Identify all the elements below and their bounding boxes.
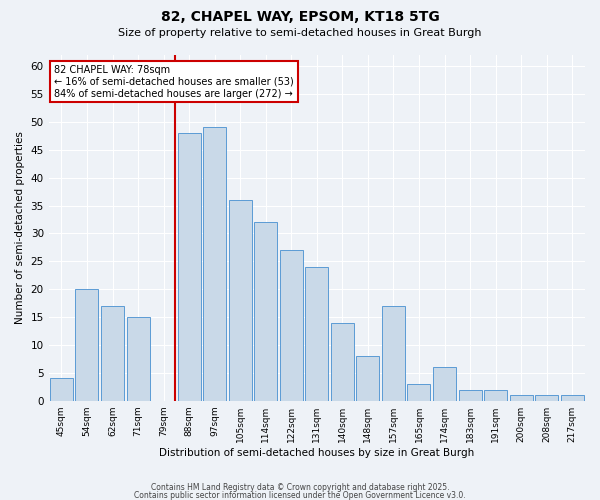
- Bar: [127, 317, 149, 400]
- Bar: [50, 378, 73, 400]
- Bar: [254, 222, 277, 400]
- Bar: [356, 356, 379, 401]
- Y-axis label: Number of semi-detached properties: Number of semi-detached properties: [15, 132, 25, 324]
- Text: Size of property relative to semi-detached houses in Great Burgh: Size of property relative to semi-detach…: [118, 28, 482, 38]
- Bar: [433, 368, 456, 400]
- Bar: [76, 289, 98, 401]
- Text: 82 CHAPEL WAY: 78sqm
← 16% of semi-detached houses are smaller (53)
84% of semi-: 82 CHAPEL WAY: 78sqm ← 16% of semi-detac…: [54, 66, 294, 98]
- Text: 82, CHAPEL WAY, EPSOM, KT18 5TG: 82, CHAPEL WAY, EPSOM, KT18 5TG: [161, 10, 439, 24]
- Text: Contains public sector information licensed under the Open Government Licence v3: Contains public sector information licen…: [134, 490, 466, 500]
- Bar: [484, 390, 507, 400]
- Bar: [382, 306, 405, 400]
- Bar: [458, 390, 482, 400]
- Bar: [178, 133, 200, 400]
- Bar: [305, 267, 328, 400]
- Bar: [509, 395, 533, 400]
- Bar: [101, 306, 124, 400]
- Bar: [331, 322, 354, 400]
- Bar: [229, 200, 252, 400]
- Bar: [280, 250, 303, 400]
- Text: Contains HM Land Registry data © Crown copyright and database right 2025.: Contains HM Land Registry data © Crown c…: [151, 484, 449, 492]
- X-axis label: Distribution of semi-detached houses by size in Great Burgh: Distribution of semi-detached houses by …: [159, 448, 475, 458]
- Bar: [203, 128, 226, 400]
- Bar: [407, 384, 430, 400]
- Bar: [535, 395, 558, 400]
- Bar: [561, 395, 584, 400]
